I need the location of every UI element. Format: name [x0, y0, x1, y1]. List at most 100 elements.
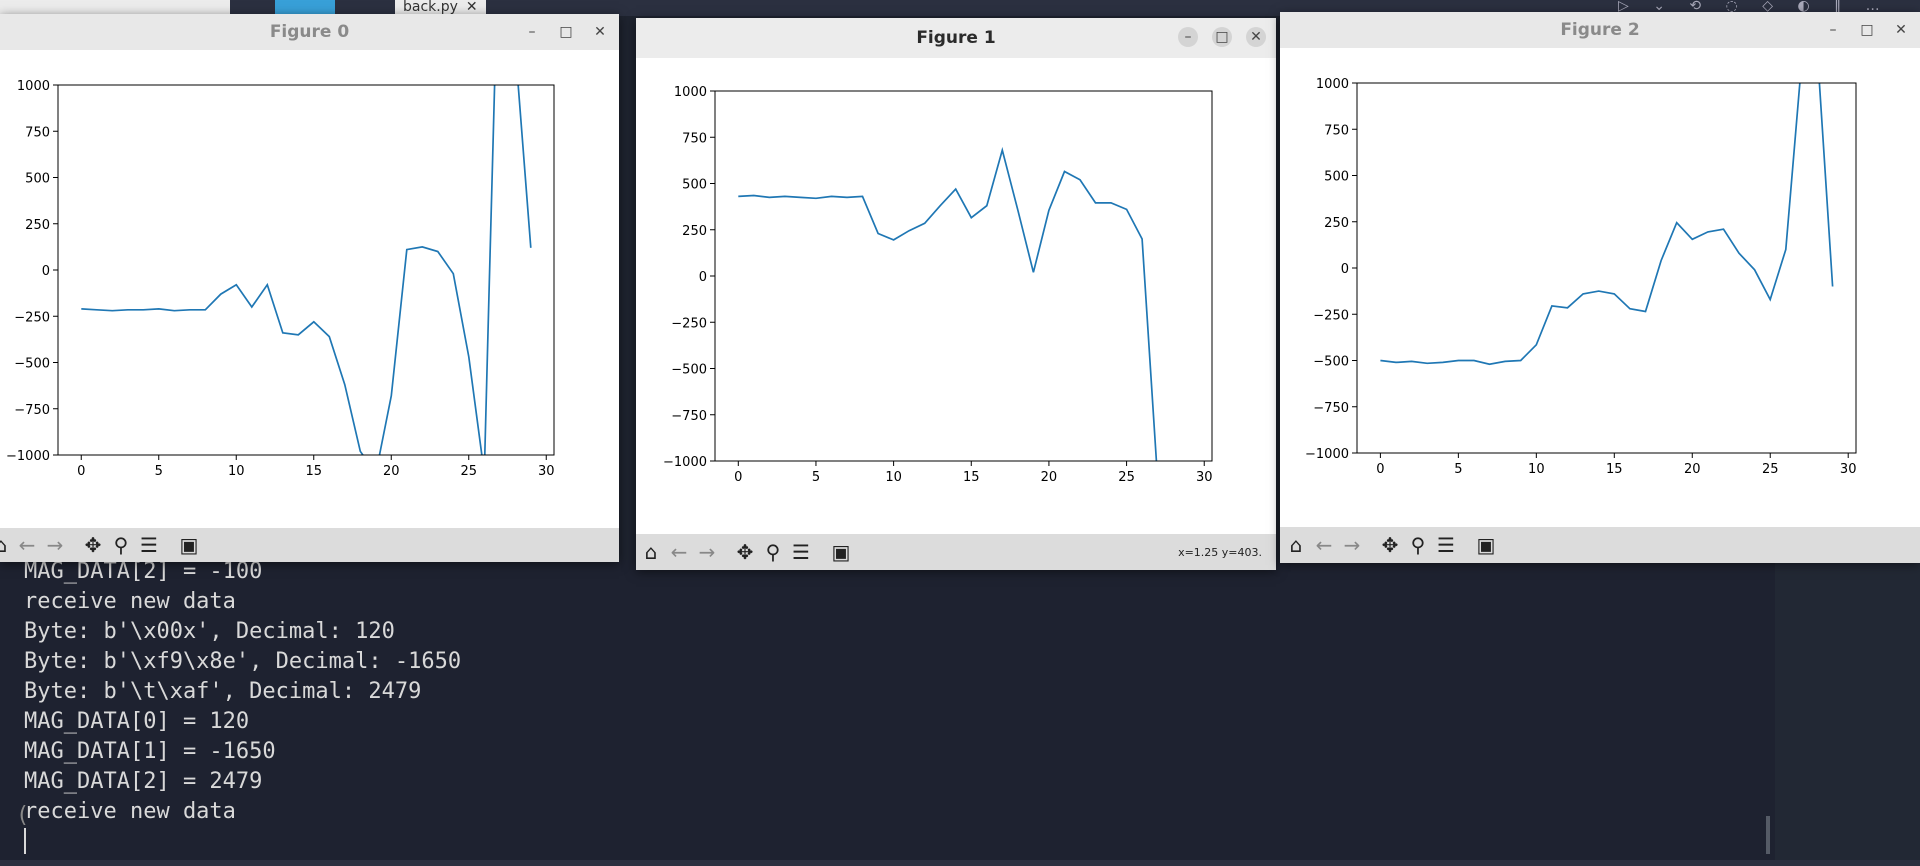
run-toolbar-icons[interactable]: ▷ ⌄ ⟲ ◌ ◇ ◐ ‖ …: [1618, 0, 1890, 14]
figure-title: Figure 1: [916, 28, 996, 48]
terminal-line: Byte: b'\xf9\x8e', Decimal: -1650: [24, 649, 462, 674]
minimize-button[interactable]: –: [1829, 22, 1837, 38]
status-bar: [0, 860, 1920, 866]
minimize-button[interactable]: –: [1178, 27, 1198, 47]
y-tick-label: 750: [25, 125, 50, 140]
maximize-button[interactable]: □: [559, 24, 573, 40]
figure-window-2[interactable]: Figure 2 – □ ✕ 0 5 10 15 20 25 30 1000 750 500 250…: [1280, 12, 1920, 563]
forward-arrow-icon[interactable]: →: [46, 533, 64, 557]
terminal-line: Byte: b'\x00x', Decimal: 120: [24, 619, 395, 644]
forward-arrow-icon[interactable]: →: [698, 540, 716, 564]
home-icon[interactable]: ⌂: [644, 540, 658, 564]
x-tick-label: 10: [1528, 462, 1545, 477]
home-icon[interactable]: ⌂: [0, 533, 8, 557]
pan-icon[interactable]: ✥: [84, 533, 102, 557]
home-icon[interactable]: ⌂: [1289, 533, 1303, 557]
terminal-line: MAG_DATA[2] = 2479: [24, 769, 263, 794]
terminal-panel[interactable]: [0, 560, 1775, 862]
zoom-icon[interactable]: ⚲: [765, 540, 781, 564]
figure-window-0[interactable]: Figure 0 – □ ✕ 0 5 10 15 20 25 30 1000 750 500 250…: [0, 14, 619, 562]
figure-title: Figure 2: [1560, 20, 1640, 40]
axes-frame: [57, 84, 555, 456]
x-tick-label: 5: [1454, 462, 1462, 477]
y-tick-label: 750: [1324, 123, 1349, 138]
close-button[interactable]: ✕: [594, 24, 606, 40]
forward-arrow-icon[interactable]: →: [1343, 533, 1361, 557]
save-icon[interactable]: ▣: [1476, 533, 1496, 557]
terminal-line: MAG_DATA[0] = 120: [24, 709, 250, 734]
y-tick-label: −1000: [6, 449, 50, 464]
y-tick-label: 500: [682, 178, 707, 193]
figure-titlebar[interactable]: Figure 1 – □ ✕: [636, 18, 1276, 58]
configure-icon[interactable]: ☰: [792, 540, 810, 564]
y-tick-label: 1000: [17, 79, 50, 94]
close-button[interactable]: ✕: [1246, 27, 1266, 47]
zoom-icon[interactable]: ⚲: [1410, 533, 1426, 557]
plot-canvas[interactable]: 0 5 10 15 20 25 30 1000 750 500 250 0 −250 −500 −750 −1…: [0, 50, 619, 528]
x-tick-label: 30: [1196, 470, 1213, 485]
x-tick-label: 25: [1762, 462, 1779, 477]
y-tick-label: −250: [14, 310, 50, 325]
y-tick-label: 0: [1341, 262, 1349, 277]
y-tick-label: 250: [1324, 216, 1349, 231]
terminal-line: Byte: b'\t\xaf', Decimal: 2479: [24, 679, 422, 704]
back-arrow-icon[interactable]: ←: [670, 540, 688, 564]
y-tick-label: 750: [682, 131, 707, 146]
y-tick-label: −750: [14, 403, 50, 418]
terminal-line: MAG_DATA[2] = -100: [24, 559, 263, 584]
close-icon[interactable]: ✕: [465, 0, 478, 15]
x-tick-label: 15: [305, 464, 322, 479]
figure-window-1[interactable]: Figure 1 – □ ✕ 0 5 10 15 20 25 30 1000 750 500 250…: [636, 18, 1276, 570]
x-tick-label: 10: [885, 470, 902, 485]
x-tick-label: 20: [1684, 462, 1701, 477]
x-tick-label: 0: [1376, 462, 1384, 477]
tab-label: back.py: [403, 0, 458, 15]
y-tick-label: 500: [1324, 170, 1349, 185]
terminal-scrollbar[interactable]: [1766, 816, 1770, 854]
terminal-line: receive new data: [24, 589, 236, 614]
y-tick-label: −1000: [1305, 447, 1349, 462]
figure-titlebar[interactable]: Figure 2 – □ ✕: [1280, 12, 1920, 48]
figure-titlebar[interactable]: Figure 0 – □ ✕: [0, 14, 619, 50]
y-tick-label: 1000: [1316, 77, 1349, 92]
axes-frame: [1356, 82, 1857, 454]
terminal-line: receive new data: [24, 799, 236, 824]
x-tick-label: 0: [734, 470, 742, 485]
series-line: [1380, 83, 1834, 366]
back-arrow-icon[interactable]: ←: [18, 533, 36, 557]
editor-tab-file[interactable]: back.py ✕: [395, 0, 486, 14]
y-tick-label: −1000: [663, 455, 707, 470]
figure-title: Figure 0: [269, 22, 350, 42]
y-tick-label: −250: [671, 316, 707, 331]
close-button[interactable]: ✕: [1895, 22, 1907, 38]
maximize-button[interactable]: □: [1212, 27, 1232, 47]
configure-icon[interactable]: ☰: [140, 533, 158, 557]
editor-tab-active-indicator: [275, 0, 335, 14]
figure-toolbar: ⌂ ← → ✥ ⚲ ☰ ▣: [1280, 527, 1920, 563]
plot-canvas[interactable]: 0 5 10 15 20 25 30 1000 750 500 250 0 −250 −500 −750 −1…: [636, 58, 1276, 534]
x-tick-label: 30: [538, 464, 555, 479]
x-tick-label: 20: [1041, 470, 1058, 485]
figure-toolbar: ⌂ ← → ✥ ⚲ ☰ ▣: [0, 528, 619, 562]
pan-icon[interactable]: ✥: [736, 540, 754, 564]
editor-tab-inactive[interactable]: [0, 0, 230, 14]
save-icon[interactable]: ▣: [831, 540, 851, 564]
save-icon[interactable]: ▣: [179, 533, 199, 557]
zoom-icon[interactable]: ⚲: [113, 533, 129, 557]
x-tick-label: 20: [383, 464, 400, 479]
maximize-button[interactable]: □: [1860, 22, 1874, 38]
axes-frame: [714, 90, 1213, 462]
configure-icon[interactable]: ☰: [1437, 533, 1455, 557]
plot-canvas[interactable]: 0 5 10 15 20 25 30 1000 750 500 250 0 −250 −500 −750 −1…: [1280, 48, 1920, 527]
y-tick-label: −500: [14, 357, 50, 372]
minimize-button[interactable]: –: [528, 24, 536, 40]
y-tick-label: 0: [42, 264, 50, 279]
cursor-coordinates: x=1.25 y=403.: [1178, 546, 1262, 559]
back-arrow-icon[interactable]: ←: [1315, 533, 1333, 557]
y-tick-label: −250: [1313, 308, 1349, 323]
y-tick-label: 1000: [674, 85, 707, 100]
side-panel: [1775, 560, 1920, 866]
x-tick-label: 15: [963, 470, 980, 485]
pan-icon[interactable]: ✥: [1381, 533, 1399, 557]
y-tick-label: 0: [699, 270, 707, 285]
